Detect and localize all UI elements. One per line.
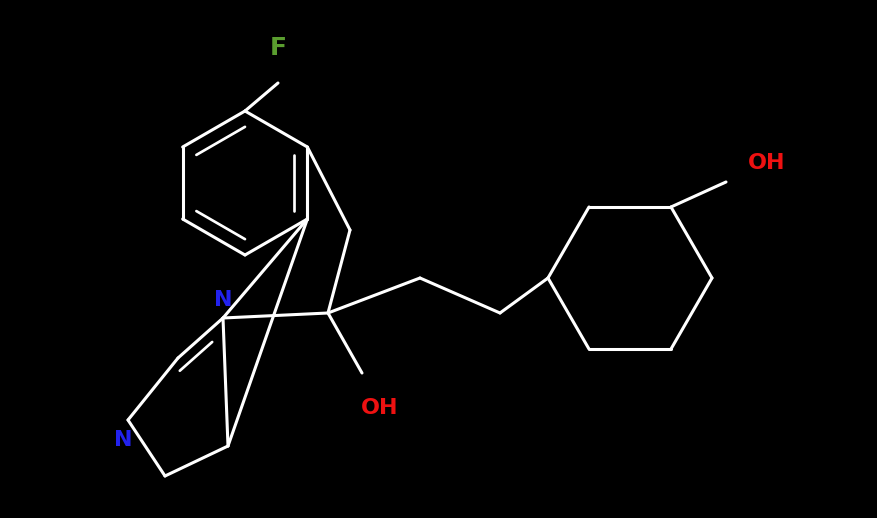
- Text: OH: OH: [360, 398, 398, 418]
- Text: N: N: [213, 290, 232, 310]
- Text: F: F: [269, 36, 286, 60]
- Text: OH: OH: [747, 153, 785, 173]
- Text: N: N: [114, 430, 132, 450]
